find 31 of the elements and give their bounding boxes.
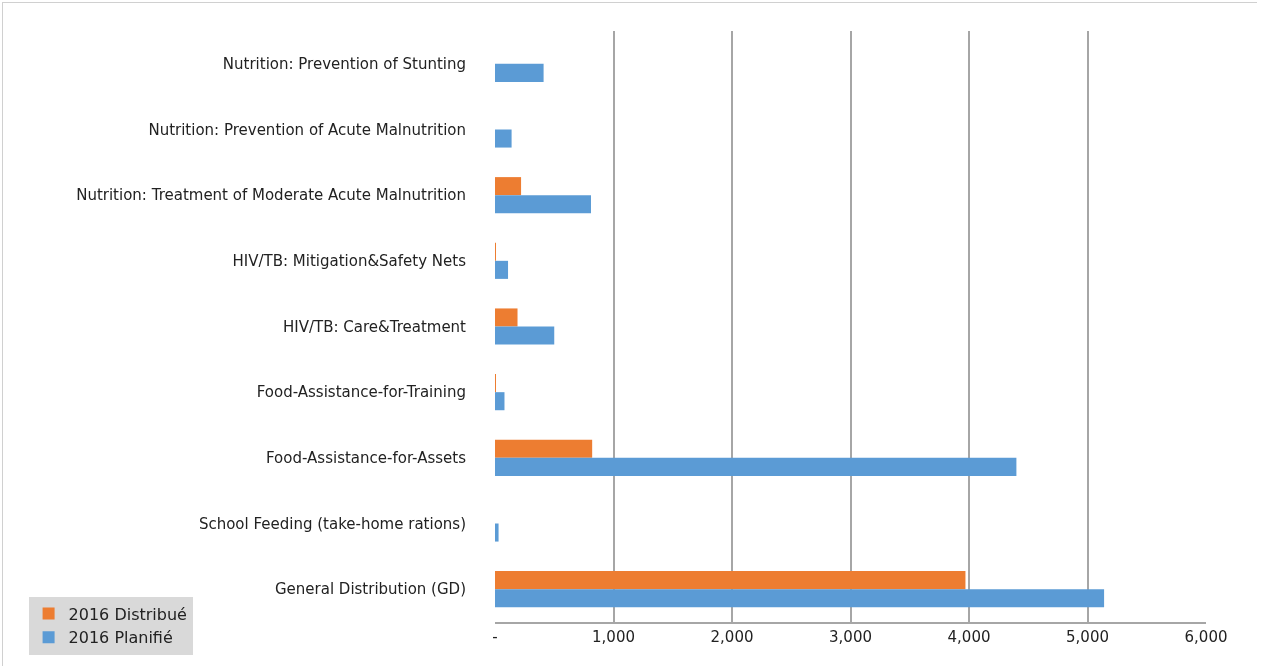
y-tick-label: Nutrition: Prevention of Acute Malnutrition: [148, 120, 466, 139]
bar: [495, 392, 505, 411]
bar: [495, 308, 518, 327]
bar: [495, 326, 555, 345]
bar: [495, 589, 1105, 608]
y-tick-label: Food-Assistance-for-Training: [256, 383, 466, 402]
bar: [495, 260, 509, 279]
y-tick-label: Nutrition: Prevention of Stunting: [222, 55, 466, 74]
x-tick-label: 2,000: [710, 627, 754, 646]
x-tick-label: 1,000: [592, 627, 635, 646]
bar: [495, 129, 512, 148]
x-tick-label: 6,000: [1184, 627, 1228, 646]
x-tick-label: 3,000: [829, 627, 872, 646]
bar: [495, 63, 544, 82]
legend-label: 2016 Distribué: [68, 604, 187, 624]
y-tick-label: School Feeding (take-home rations): [198, 514, 466, 533]
y-tick-label: Nutrition: Treatment of Moderate Acute Malnutrition: [76, 186, 466, 205]
bar: [495, 439, 593, 458]
y-tick-label: General Distribution (GD): [274, 580, 466, 599]
bar: [495, 523, 499, 542]
legend-label: 2016 Planifié: [68, 628, 173, 648]
bar: [495, 195, 591, 214]
bar: [495, 177, 522, 196]
y-tick-label: HIV/TB: Care&Treatment: [282, 317, 467, 336]
x-tick-label: -: [492, 627, 498, 646]
bar: [495, 457, 1017, 476]
y-tick-label: HIV/TB: Mitigation&Safety Nets: [232, 252, 467, 271]
bar: [495, 571, 966, 590]
y-tick-label: Food-Assistance-for-Assets: [266, 449, 467, 468]
x-tick-label: 5,000: [1066, 627, 1109, 646]
x-tick-label: 4,000: [947, 627, 991, 646]
